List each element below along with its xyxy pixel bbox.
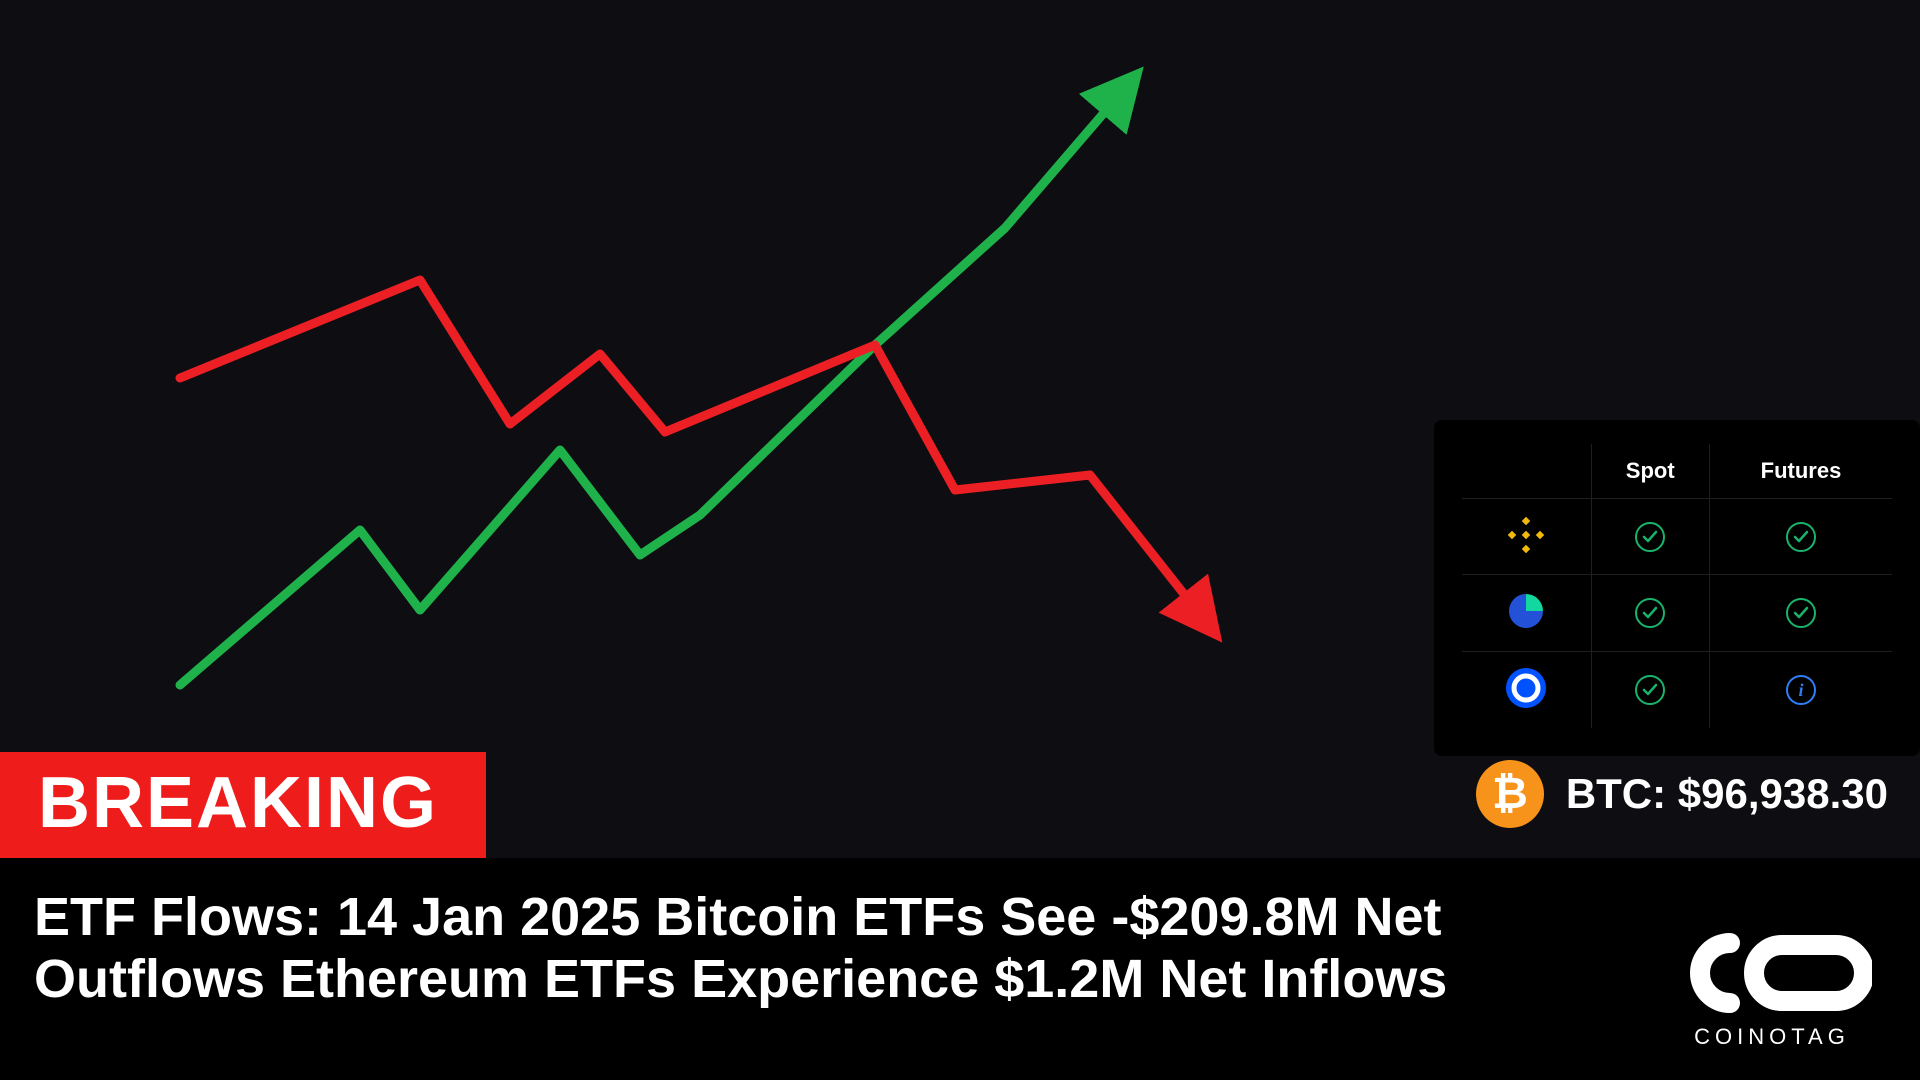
check-icon bbox=[1635, 522, 1665, 552]
spot-cell bbox=[1591, 575, 1709, 652]
brand-logo-block: COINOTAG bbox=[1672, 933, 1872, 1050]
table-header-spot: Spot bbox=[1591, 444, 1709, 499]
spot-cell bbox=[1591, 499, 1709, 575]
breaking-badge: BREAKING bbox=[0, 752, 486, 858]
exchange-logo-cell bbox=[1462, 575, 1591, 652]
table-row bbox=[1462, 575, 1892, 652]
coinotag-logo-icon bbox=[1672, 933, 1872, 1013]
futures-cell: i bbox=[1709, 652, 1892, 729]
spot-cell bbox=[1591, 652, 1709, 729]
futures-cell bbox=[1709, 499, 1892, 575]
info-icon: i bbox=[1786, 675, 1816, 705]
exchange-table: Spot Futures i bbox=[1462, 444, 1892, 728]
exchange-logo-cell bbox=[1462, 652, 1591, 729]
table-header-empty bbox=[1462, 444, 1591, 499]
up-trend-line bbox=[180, 100, 1115, 685]
btc-price-row: ₿ BTC: $96,938.30 bbox=[1476, 760, 1888, 828]
check-icon bbox=[1635, 675, 1665, 705]
bitcoin-icon: ₿ bbox=[1469, 754, 1550, 835]
table-row bbox=[1462, 499, 1892, 575]
lower-third: ETF Flows: 14 Jan 2025 Bitcoin ETFs See … bbox=[0, 858, 1920, 1080]
check-icon bbox=[1635, 598, 1665, 628]
brand-name: COINOTAG bbox=[1672, 1024, 1872, 1050]
table-row: i bbox=[1462, 652, 1892, 729]
check-icon bbox=[1786, 522, 1816, 552]
gateio-icon bbox=[1504, 589, 1548, 633]
exchange-support-card: Spot Futures i bbox=[1434, 420, 1920, 756]
btc-price-text: BTC: $96,938.30 bbox=[1566, 770, 1888, 818]
check-icon bbox=[1786, 598, 1816, 628]
headline-text: ETF Flows: 14 Jan 2025 Bitcoin ETFs See … bbox=[34, 886, 1454, 1010]
futures-cell bbox=[1709, 575, 1892, 652]
exchange-logo-cell bbox=[1462, 499, 1591, 575]
coinbase-icon bbox=[1504, 666, 1548, 710]
table-header-futures: Futures bbox=[1709, 444, 1892, 499]
binance-icon bbox=[1504, 513, 1548, 557]
